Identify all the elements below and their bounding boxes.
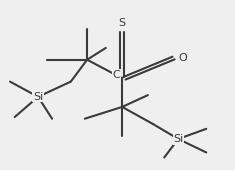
Text: O: O <box>179 53 187 63</box>
Text: Si: Si <box>173 134 183 144</box>
Text: C: C <box>113 70 120 80</box>
Text: S: S <box>119 19 126 28</box>
Text: Si: Si <box>33 92 43 102</box>
